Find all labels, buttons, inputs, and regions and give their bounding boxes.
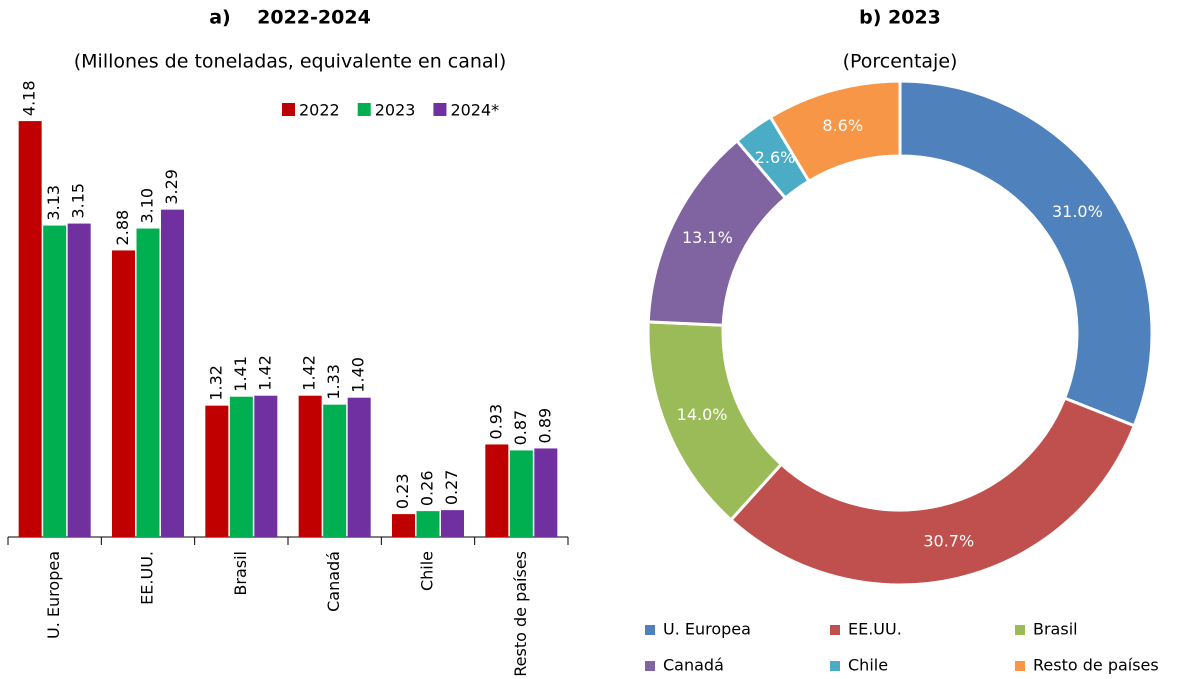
donut-slice (768, 79, 902, 184)
bar-value-label: 0.89 (535, 408, 554, 444)
bar-title: a) 2022-2024 (209, 7, 371, 29)
slice-label: 13.1% (682, 228, 733, 247)
slice-label: 14.0% (677, 405, 728, 424)
legend-swatch (830, 661, 840, 671)
legend-swatch (1015, 625, 1025, 635)
x-tick-label: Brasil (231, 551, 250, 596)
bar (18, 121, 42, 537)
legend-label: 2022 (299, 101, 340, 120)
x-tick-label: U. Europea (44, 551, 63, 639)
donut-slice (728, 396, 1137, 587)
bar-value-label: 0.23 (393, 473, 412, 509)
bar-value-label: 1.32 (206, 365, 225, 401)
bar (161, 209, 184, 537)
legend-label: Brasil (1033, 620, 1078, 639)
donut-slice (898, 79, 1154, 428)
bar-value-label: 0.26 (418, 471, 437, 507)
slice-label: 30.7% (923, 531, 974, 550)
pie-title: b) 2023 (859, 7, 941, 29)
bar-value-label: 1.42 (300, 355, 319, 391)
bar (112, 250, 135, 537)
bar (416, 511, 440, 537)
x-tick-label: Resto de países (511, 551, 530, 677)
bar-value-label: 0.87 (511, 410, 530, 446)
bar (136, 228, 160, 538)
legend-swatch (645, 661, 655, 671)
bar (392, 514, 415, 537)
bar (254, 395, 278, 537)
bar (67, 223, 91, 537)
pie-subtitle: (Porcentaje) (843, 51, 958, 73)
bar-value-label: 3.13 (44, 185, 63, 221)
bar-value-label: 1.42 (255, 355, 274, 391)
bar (485, 444, 509, 537)
legend-swatch (357, 103, 371, 116)
legend-swatch (830, 625, 840, 635)
legend-swatch (433, 103, 447, 116)
legend-swatch (645, 625, 655, 635)
legend-label: Canadá (663, 656, 724, 675)
slice-label: 2.6% (755, 148, 796, 167)
bar-value-label: 1.41 (231, 356, 250, 392)
bar-value-label: 0.27 (442, 470, 461, 506)
bar-value-label: 3.29 (162, 169, 181, 205)
legend-label: 2023 (375, 101, 416, 120)
bar (441, 510, 464, 537)
legend-swatch (282, 103, 295, 116)
bar (205, 405, 229, 537)
bar (229, 396, 253, 537)
legend-label: EE.UU. (848, 620, 902, 639)
bar (298, 395, 322, 537)
bar-value-label: 3.15 (69, 183, 88, 219)
bar (534, 448, 558, 537)
slice-label: 8.6% (822, 116, 863, 135)
bar-value-label: 2.88 (113, 210, 132, 246)
bar-subtitle: (Millones de toneladas, equivalente en c… (74, 51, 507, 73)
bar-value-label: 3.10 (138, 188, 157, 224)
legend-label: 2024* (450, 101, 499, 120)
legend-swatch (1015, 661, 1025, 671)
legend-label: U. Europea (663, 620, 751, 639)
legend-label: Chile (848, 656, 888, 675)
bar (43, 225, 67, 537)
legend-label: Resto de países (1033, 656, 1159, 675)
bar-value-label: 4.18 (20, 80, 39, 116)
x-tick-label: EE.UU. (138, 551, 157, 605)
bar-value-label: 1.33 (324, 364, 343, 400)
x-tick-label: Chile (418, 551, 437, 591)
bar (347, 397, 371, 537)
bar (323, 404, 347, 537)
slice-label: 31.0% (1052, 202, 1103, 221)
bar-value-label: 0.93 (486, 404, 505, 440)
bar (509, 450, 533, 537)
bar-value-label: 1.40 (349, 357, 368, 393)
x-tick-label: Canadá (324, 551, 343, 612)
